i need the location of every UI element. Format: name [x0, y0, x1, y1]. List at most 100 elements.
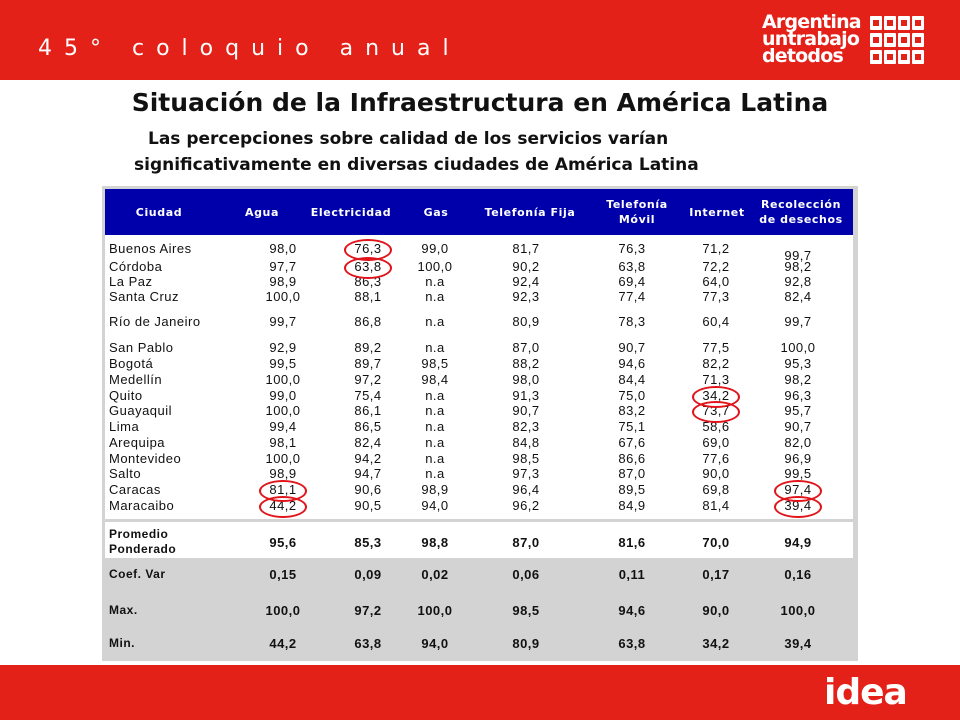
city-name-cell: Montevideo — [109, 451, 182, 466]
value-cell: 82,4 — [784, 289, 812, 304]
summary-label: Coef. Var — [109, 566, 166, 581]
summary-row: Coef. Var 0,15 0,09 0,02 0,06 0,11 0,17 0,16 — [105, 558, 853, 590]
summary-value: 87,0 — [512, 534, 540, 550]
city-name-cell: Buenos Aires — [109, 241, 192, 256]
value-cell: 98,1 — [269, 435, 297, 450]
value-cell: 98,9 — [421, 482, 449, 497]
value-cell: 96,2 — [512, 498, 540, 513]
logo-health-icon — [884, 50, 896, 64]
value-cell: 76,3 — [618, 241, 646, 256]
value-cell: 86,1 — [354, 403, 382, 418]
value-cell: 76,3 — [354, 241, 382, 256]
summary-value: 94,0 — [421, 635, 449, 651]
value-cell: 100,0 — [417, 259, 453, 274]
summary-value: 0,17 — [702, 566, 730, 582]
value-cell: 82,0 — [784, 435, 812, 450]
city-name-cell: Guayaquil — [109, 403, 173, 418]
value-cell: 77,5 — [702, 340, 730, 355]
summary-label: Promedio Ponderado — [109, 527, 177, 556]
logo-people-icon — [912, 16, 924, 30]
value-cell: 99,4 — [269, 419, 297, 434]
summary-value: 0,11 — [618, 566, 646, 582]
value-cell: 92,9 — [269, 340, 297, 355]
city-name-cell: Santa Cruz — [109, 289, 180, 304]
value-cell: 75,4 — [354, 388, 382, 403]
value-cell: 88,1 — [354, 289, 382, 304]
value-cell: n.a — [425, 340, 445, 355]
value-cell: 99,7 — [269, 314, 297, 329]
city-name-cell: Salto — [109, 466, 142, 481]
value-cell: 89,2 — [354, 340, 382, 355]
value-cell: 84,9 — [618, 498, 646, 513]
value-cell: 95,7 — [784, 403, 812, 418]
value-cell: 100,0 — [265, 451, 301, 466]
summary-value: 90,0 — [702, 602, 730, 618]
value-cell: 81,7 — [512, 241, 540, 256]
service-quality-table: Ciudad Agua Electricidad Gas Telefonía Fija T… — [102, 186, 858, 661]
column-header: Electricidad — [310, 205, 392, 219]
table-header: Ciudad Agua Electricidad Gas Telefonía Fija T… — [105, 189, 853, 235]
value-cell: 94,0 — [421, 498, 449, 513]
city-name-cell: Caracas — [109, 482, 161, 497]
value-cell: 99,7 — [784, 248, 812, 263]
value-cell: 83,2 — [618, 403, 646, 418]
column-header: Recolección de desechos — [759, 198, 843, 226]
summary-value: 63,8 — [354, 635, 382, 651]
logo-percent-icon — [884, 33, 896, 47]
value-cell: 99,0 — [421, 241, 449, 256]
value-cell: 98,2 — [784, 259, 812, 274]
city-name-cell: Río de Janeiro — [109, 314, 201, 329]
summary-value: 100,0 — [780, 602, 816, 618]
value-cell: 94,2 — [354, 451, 382, 466]
value-cell: 63,8 — [618, 259, 646, 274]
column-header: Telefonía Fija — [484, 205, 576, 219]
summary-value: 81,6 — [618, 534, 646, 550]
value-cell: 69,4 — [618, 274, 646, 289]
subtitle-line-2: significativamente en diversas ciudades … — [134, 155, 699, 175]
value-cell: 87,0 — [512, 340, 540, 355]
value-cell: 98,0 — [269, 241, 297, 256]
value-cell: 90,2 — [512, 259, 540, 274]
value-cell: n.a — [425, 314, 445, 329]
value-cell: 80,9 — [512, 314, 540, 329]
value-cell: 82,4 — [354, 435, 382, 450]
summary-value: 80,9 — [512, 635, 540, 651]
value-cell: 90,7 — [512, 403, 540, 418]
summary-label: Max. — [109, 602, 138, 617]
value-cell: 97,7 — [269, 259, 297, 274]
event-label: 45° coloquio anual — [38, 36, 461, 61]
value-cell: 97,4 — [784, 482, 812, 497]
column-header: Telefonía Móvil — [606, 198, 668, 226]
value-cell: 100,0 — [780, 340, 816, 355]
subtitle-line-1: Las percepciones sobre calidad de los se… — [148, 129, 669, 149]
value-cell: 34,2 — [702, 388, 730, 403]
value-cell: 81,4 — [702, 498, 730, 513]
value-cell: 92,8 — [784, 274, 812, 289]
logo-line-2: untrabajo — [762, 28, 860, 50]
summary-value: 34,2 — [702, 635, 730, 651]
value-cell: 96,9 — [784, 451, 812, 466]
value-cell: 99,5 — [784, 466, 812, 481]
value-cell: 98,5 — [512, 451, 540, 466]
value-cell: 97,3 — [512, 466, 540, 481]
summary-value: 94,9 — [784, 534, 812, 550]
summary-label: Min. — [109, 635, 135, 650]
summary-value: 0,06 — [512, 566, 540, 582]
top-banner — [0, 0, 960, 80]
value-cell: 98,9 — [269, 466, 297, 481]
summary-value: 85,3 — [354, 534, 382, 550]
summary-value: 44,2 — [269, 635, 297, 651]
value-cell: 99,5 — [269, 356, 297, 371]
value-cell: 71,2 — [702, 241, 730, 256]
value-cell: 94,6 — [618, 356, 646, 371]
logo-wordmark: Argentina untrabajo detodos — [762, 13, 862, 66]
value-cell: 98,5 — [421, 356, 449, 371]
logo-road-icon — [898, 33, 910, 47]
value-cell: 92,3 — [512, 289, 540, 304]
value-cell: 60,4 — [702, 314, 730, 329]
logo-family-icon — [912, 50, 924, 64]
value-cell: 94,7 — [354, 466, 382, 481]
value-cell: 95,3 — [784, 356, 812, 371]
summary-value: 94,6 — [618, 602, 646, 618]
value-cell: 64,0 — [702, 274, 730, 289]
